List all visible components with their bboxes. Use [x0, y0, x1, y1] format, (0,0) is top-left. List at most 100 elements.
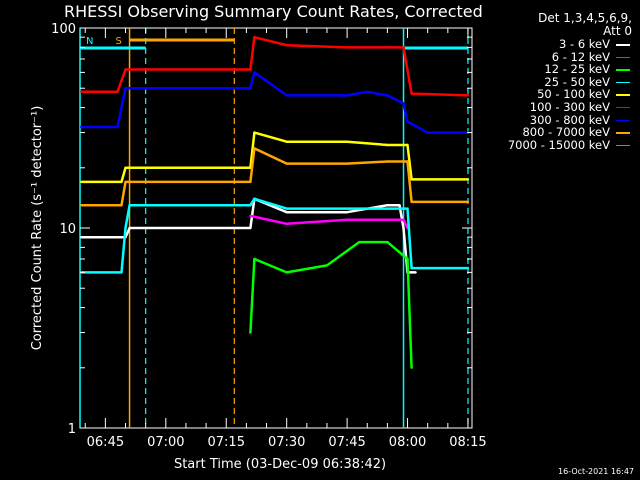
series-point [386, 94, 389, 97]
series-point [285, 207, 288, 210]
series-layer [80, 35, 470, 369]
legend-entry: 300 - 800 keV [484, 112, 632, 127]
axis-layer: 1 10 100 06:45 07:00 07:15 07:30 07:45 08:00 08:1… [51, 22, 487, 450]
series-point [116, 125, 119, 129]
series-point [285, 162, 288, 165]
series-point [410, 271, 413, 274]
legend-swatch [616, 119, 630, 122]
series-line [250, 214, 409, 229]
x-tick-label: 06:45 [87, 435, 124, 450]
series-line [249, 240, 413, 368]
series-point [345, 162, 349, 165]
y-axis-label: Corrected Count Rate (s⁻¹ detector⁻¹) [30, 106, 45, 351]
legend-entry: 25 - 50 keV [484, 74, 632, 89]
series-point [80, 125, 83, 129]
series-point [402, 102, 405, 105]
series-point [253, 197, 256, 200]
series-point [249, 180, 252, 184]
series-point [345, 218, 349, 221]
series-point [253, 147, 256, 150]
legend-entry: 7000 - 15000 keV [484, 137, 632, 152]
y-tick-label: 10 [59, 222, 76, 237]
series-point [80, 180, 83, 184]
series-point [402, 46, 405, 49]
legend-label: 7000 - 15000 keV [507, 137, 610, 152]
series-point [406, 120, 409, 123]
x-tick-label: 08:15 [449, 435, 486, 450]
series-point [249, 204, 252, 207]
legend-entry: 12 - 25 keV [484, 63, 632, 76]
series-point [410, 200, 413, 204]
series-line [81, 197, 468, 274]
series-point [345, 140, 349, 143]
series-point [80, 204, 83, 207]
x-tick-label: 07:45 [328, 435, 365, 450]
series-point [426, 131, 429, 134]
legend-label: 25 - 50 keV [544, 74, 610, 89]
series-point [398, 204, 401, 207]
series-point [124, 87, 127, 90]
annotation-label: S [116, 36, 122, 47]
series-point [406, 160, 409, 163]
legend-swatch [616, 44, 630, 46]
legend-label: 300 - 800 keV [529, 112, 610, 127]
series-point [466, 178, 470, 181]
series-point [285, 211, 288, 214]
series-point [249, 214, 252, 218]
series-point [402, 218, 405, 221]
y-tick-label: 100 [51, 22, 76, 37]
series-point [406, 257, 409, 261]
series-point [120, 204, 123, 207]
series-point [410, 266, 413, 270]
series-point [253, 131, 256, 134]
series-point [410, 366, 413, 369]
legend-entry: 3 - 6 keV [484, 38, 632, 51]
series-point [466, 200, 470, 204]
legend-swatch [616, 132, 630, 134]
legend-label: 100 - 300 keV [529, 99, 610, 114]
series-point [120, 180, 123, 184]
legend-swatch [616, 106, 630, 109]
series-point [285, 222, 288, 225]
series-point [249, 68, 252, 71]
legend-header-line-1: Det 1,3,4,5,6,9, [538, 11, 632, 25]
legend-entry: 6 - 12 keV [484, 50, 632, 64]
series-point [406, 143, 409, 147]
legend-swatch [616, 94, 630, 96]
legend-label: 3 - 6 keV [559, 37, 610, 51]
series-point [386, 204, 389, 207]
series-point [386, 240, 389, 244]
series-point [466, 94, 470, 97]
footer-timestamp: 16-Oct-2021 16:47 [558, 467, 634, 476]
series-point [345, 46, 349, 49]
legend: Det 1,3,4,5,6,9, Att 0 3 - 6 keV 6 - 12 k… [484, 11, 632, 152]
series-point [120, 271, 123, 274]
series-point [249, 226, 252, 230]
series-point [410, 178, 413, 181]
legend-swatch [616, 56, 630, 59]
series-point [345, 207, 349, 210]
series-point [285, 271, 288, 274]
series-point [402, 226, 405, 230]
series-point [386, 160, 389, 163]
legend-label: 800 - 7000 keV [522, 125, 610, 140]
legend-swatch [616, 69, 630, 71]
series-point [249, 331, 252, 334]
x-tick-label: 07:00 [147, 435, 184, 450]
series-point [386, 207, 389, 210]
y-tick-label: 1 [68, 422, 76, 437]
series-point [358, 240, 361, 244]
series-point [345, 94, 349, 97]
chart-title: RHESSI Observing Summary Count Rates, Co… [64, 2, 483, 21]
legend-entry: 800 - 7000 keV [484, 126, 632, 139]
annotation-label: N [86, 36, 93, 47]
x-tick-label: 07:30 [268, 435, 305, 450]
series-point [466, 266, 470, 270]
x-tick-label: 07:15 [208, 435, 245, 450]
legend-entry: 50 - 100 keV [484, 88, 632, 101]
series-point [128, 226, 131, 230]
legend-label: 50 - 100 keV [537, 87, 610, 102]
series-point [386, 143, 389, 147]
legend-header-line-2: Att 0 [603, 24, 632, 38]
